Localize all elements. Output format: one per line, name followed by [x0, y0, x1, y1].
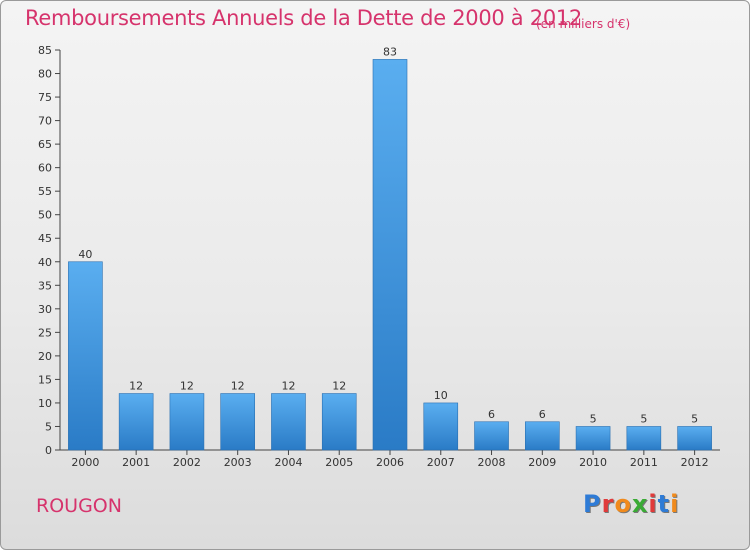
y-tick-label: 15 [38, 373, 52, 386]
y-tick-label: 80 [38, 68, 52, 81]
chart-title: Remboursements Annuels de la Dette de 20… [25, 6, 582, 30]
bar [68, 261, 103, 451]
bar-value-label: 40 [78, 248, 92, 261]
y-tick-label: 50 [38, 209, 52, 222]
y-tick-label: 25 [38, 326, 52, 339]
bar [372, 59, 408, 451]
x-tick-label: 2001 [122, 456, 150, 469]
bar [220, 393, 255, 451]
bar-value-label: 5 [691, 412, 698, 425]
x-tick-label: 2000 [71, 456, 99, 469]
logo-letter: i [670, 490, 680, 518]
y-tick-label: 85 [38, 44, 52, 57]
x-tick-label: 2005 [325, 456, 353, 469]
x-tick-label: 2012 [681, 456, 709, 469]
bar-value-label: 83 [383, 45, 397, 58]
x-tick-label: 2008 [478, 456, 506, 469]
bar [474, 421, 509, 451]
bar [321, 393, 357, 451]
x-tick-label: 2010 [579, 456, 607, 469]
bar-value-label: 12 [281, 380, 295, 393]
logo-letter: r [601, 490, 615, 518]
bar [626, 426, 662, 451]
commune-name: ROUGON [36, 495, 122, 517]
y-tick-label: 5 [45, 420, 52, 433]
proxiti-logo: Proxiti [583, 490, 679, 518]
bar-value-label: 12 [332, 380, 346, 393]
y-axis: 0 5 10 15 20 25 30 35 40 45 50 55 60 65 70 75 80 85 [38, 44, 61, 457]
y-tick-label: 0 [45, 444, 52, 457]
bar [271, 393, 306, 451]
bar [423, 402, 459, 451]
x-tick-label: 2007 [427, 456, 455, 469]
bar-value-label: 12 [231, 380, 245, 393]
y-tick-label: 65 [38, 138, 52, 151]
logo-letter: o [614, 490, 632, 518]
logo-letter: i [648, 490, 658, 518]
logo-letter: x [631, 490, 649, 518]
y-tick-label: 75 [38, 91, 52, 104]
y-tick-label: 30 [38, 303, 52, 316]
bar [525, 421, 560, 451]
bar [118, 393, 154, 451]
bar [575, 426, 611, 451]
bar-value-label: 5 [590, 412, 597, 425]
bar-value-label: 10 [434, 389, 448, 402]
y-tick-label: 45 [38, 232, 52, 245]
y-tick-label: 40 [38, 256, 52, 269]
logo-letter: P [583, 490, 602, 518]
x-tick-label: 2006 [376, 456, 404, 469]
bar-value-label: 6 [488, 408, 495, 421]
y-tick-label: 35 [38, 279, 52, 292]
bar-series: 40 12 12 12 12 12 83 10 6 6 5 5 5 [68, 45, 712, 451]
y-tick-label: 60 [38, 162, 52, 175]
x-tick-label: 2011 [630, 456, 658, 469]
x-tick-label: 2004 [274, 456, 302, 469]
bar [677, 426, 712, 451]
bar-value-label: 5 [640, 412, 647, 425]
y-tick-label: 55 [38, 185, 52, 198]
x-tick-label: 2003 [224, 456, 252, 469]
y-tick-label: 20 [38, 350, 52, 363]
x-axis: 2000 2001 2002 2003 2004 2005 2006 2007 2008 2009… [60, 449, 720, 469]
x-tick-label: 2009 [528, 456, 556, 469]
logo-letter: t [657, 490, 671, 518]
y-tick-label: 70 [38, 115, 52, 128]
bar-value-label: 12 [129, 380, 143, 393]
bar-value-label: 12 [180, 380, 194, 393]
bar [169, 393, 205, 451]
bar-value-label: 6 [539, 408, 546, 421]
x-tick-label: 2002 [173, 456, 201, 469]
chart-subtitle-unit: (en milliers d'€) [536, 17, 631, 31]
y-tick-label: 10 [38, 397, 52, 410]
